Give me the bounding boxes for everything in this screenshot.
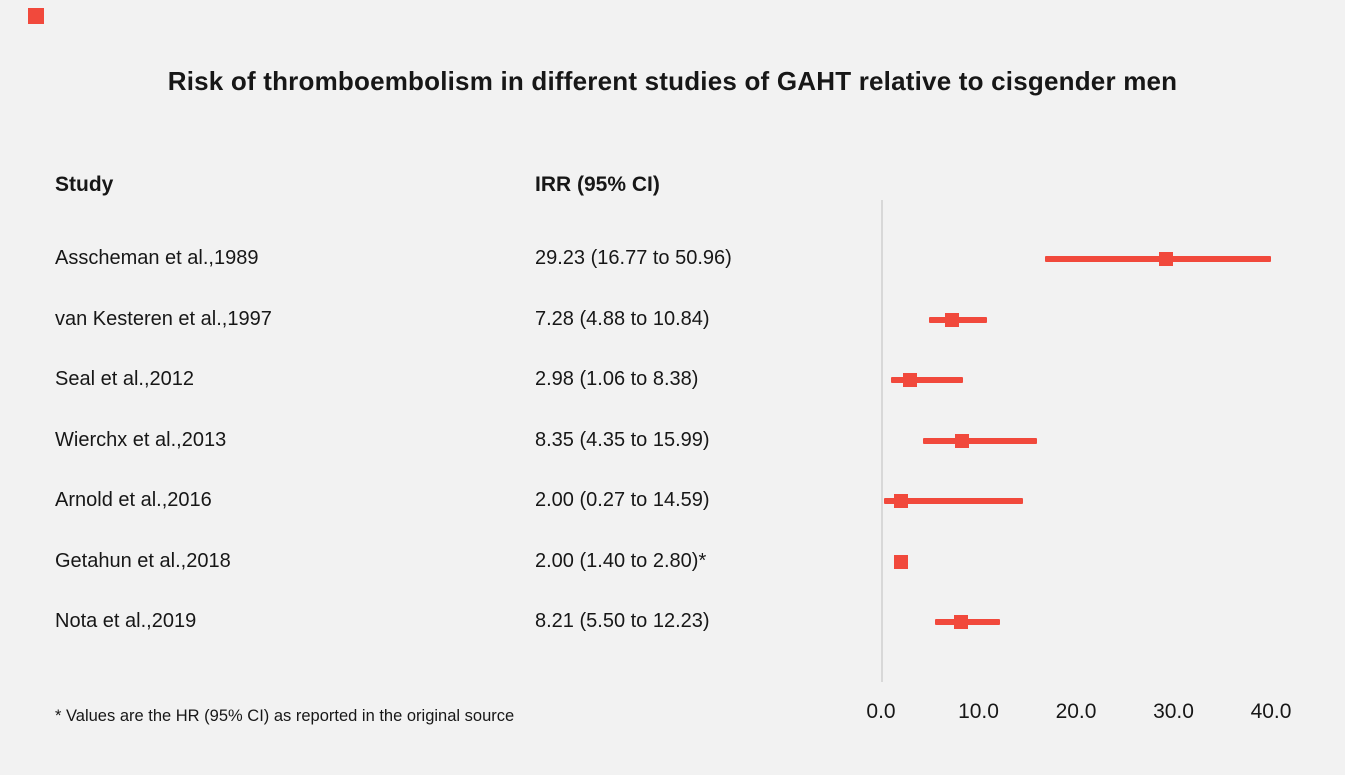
irr-value: 2.00 (1.40 to 2.80)*: [535, 549, 707, 572]
column-header-irr: IRR (95% CI): [535, 173, 660, 196]
irr-value: 8.35 (4.35 to 15.99): [535, 428, 710, 451]
x-tick-label: 40.0: [1250, 700, 1292, 723]
point-estimate-marker: [955, 433, 970, 448]
irr-value: 2.00 (0.27 to 14.59): [535, 489, 710, 511]
study-label: Arnold et al.,2016: [55, 489, 212, 511]
study-label: Asscheman et al.,1989: [55, 247, 259, 269]
point-estimate-marker: [893, 554, 908, 569]
study-label: Seal et al.,2012: [55, 368, 194, 390]
plot-area: [881, 200, 1273, 682]
irr-value: 8.21 (5.50 to 12.23): [535, 610, 710, 632]
column-header-study: Study: [55, 173, 114, 196]
confidence-interval-line: [923, 437, 1037, 444]
x-tick-label: 10.0: [958, 700, 999, 723]
point-estimate-marker: [944, 312, 959, 327]
study-label: Getahun et al.,2018: [55, 549, 231, 572]
point-estimate-marker: [1158, 252, 1173, 266]
confidence-interval-line: [1044, 256, 1271, 262]
brand-logo-square: [28, 8, 44, 24]
confidence-interval-line: [883, 498, 1024, 504]
irr-value: 7.28 (4.88 to 10.84): [535, 307, 710, 330]
study-label: Nota et al.,2019: [55, 610, 197, 632]
irr-value: 29.23 (16.77 to 50.96): [535, 247, 732, 269]
point-estimate-marker: [893, 494, 908, 508]
x-tick-label: 30.0: [1153, 700, 1194, 723]
point-estimate-marker: [903, 373, 918, 387]
study-label: van Kesteren et al.,1997: [55, 307, 272, 330]
zero-axis-line: [881, 200, 883, 682]
point-estimate-marker: [954, 615, 969, 629]
footnote: * Values are the HR (95% CI) as reported…: [55, 707, 515, 725]
x-tick-label: 0.0: [866, 700, 896, 723]
x-tick-label: 20.0: [1055, 700, 1097, 723]
study-label: Wierchx et al.,2013: [55, 428, 227, 451]
irr-value: 2.98 (1.06 to 8.38): [535, 368, 699, 390]
chart-title: Risk of thromboembolism in different stu…: [167, 66, 1178, 96]
confidence-interval-line: [891, 377, 963, 383]
